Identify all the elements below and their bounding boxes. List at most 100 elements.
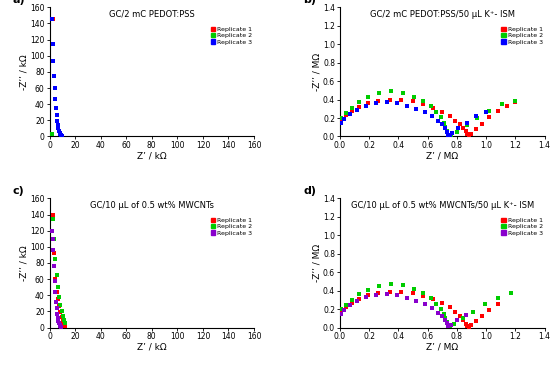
Point (398, 90, 407, 96)
Point (442, 128, 451, 134)
Point (61, 323, 70, 329)
Point (463, 323, 471, 329)
Point (53, 311, 62, 317)
Legend: Replicate 1, Replicate 2, Replicate 3: Replicate 1, Replicate 2, Replicate 3 (501, 26, 543, 45)
Point (52, 299, 60, 305)
Point (385, 289, 394, 294)
Point (480, 301, 489, 307)
Point (353, 107, 362, 113)
Point (482, 109, 491, 114)
Point (458, 317, 467, 323)
Point (442, 319, 451, 325)
Point (54, 125, 63, 131)
Point (54, 318, 63, 324)
Point (58, 318, 67, 324)
Point (485, 114, 493, 120)
Y-axis label: -Z’’ / MΩ: -Z’’ / MΩ (312, 244, 322, 282)
Point (471, 126, 480, 132)
Point (51, 96, 59, 102)
Point (439, 311, 448, 316)
Point (337, 311, 346, 316)
Point (433, 310, 442, 316)
Point (49, 247, 58, 253)
Point (458, 125, 467, 131)
Point (48, 41, 57, 47)
Point (438, 109, 447, 114)
Point (441, 315, 449, 321)
Point (463, 120, 471, 125)
Point (444, 132, 453, 138)
Point (382, 99, 391, 105)
Point (453, 317, 461, 323)
Text: d): d) (303, 186, 316, 196)
Point (442, 320, 451, 326)
Point (337, 120, 346, 125)
Point (48, 236, 57, 242)
Point (445, 304, 454, 310)
Point (439, 120, 448, 125)
Point (447, 322, 455, 328)
X-axis label: Z’ / kΩ: Z’ / kΩ (137, 343, 167, 352)
X-axis label: Z’ / kΩ: Z’ / kΩ (137, 152, 167, 161)
Point (507, 290, 515, 296)
Point (48, 212, 57, 217)
Point (493, 295, 502, 301)
Point (461, 321, 470, 327)
Point (409, 290, 417, 296)
Point (409, 99, 417, 105)
Point (53, 284, 62, 290)
Point (419, 293, 428, 299)
Point (403, 295, 411, 301)
Point (60, 321, 69, 326)
Point (397, 289, 406, 294)
Point (385, 97, 394, 103)
X-axis label: Z’ / MΩ: Z’ / MΩ (426, 152, 458, 161)
Point (375, 90, 384, 96)
Point (511, 99, 520, 105)
Point (433, 118, 442, 124)
Point (458, 315, 467, 321)
Point (340, 307, 349, 313)
Point (438, 314, 447, 319)
Point (342, 302, 350, 308)
Point (347, 105, 356, 111)
Y-axis label: -Z’’ / kΩ: -Z’’ / kΩ (20, 245, 29, 281)
Point (393, 292, 402, 298)
Point (56, 323, 65, 329)
Point (347, 108, 356, 114)
Text: GC/10 μL of 0.5 wt% MWCNTs/50 μL K⁺- ISM: GC/10 μL of 0.5 wt% MWCNTs/50 μL K⁺- ISM (350, 201, 534, 210)
Point (477, 312, 486, 318)
Point (57, 132, 65, 138)
Point (337, 308, 346, 314)
Legend: Replicate 1, Replicate 2, Replicate 3: Replicate 1, Replicate 2, Replicate 3 (210, 26, 253, 45)
Point (411, 106, 420, 112)
Point (372, 100, 381, 106)
Legend: Replicate 1, Replicate 2, Replicate 3: Replicate 1, Replicate 2, Replicate 3 (501, 217, 543, 236)
Point (451, 309, 460, 315)
Point (337, 116, 346, 122)
Point (469, 309, 477, 315)
Point (467, 322, 476, 328)
Point (60, 317, 69, 323)
Point (432, 109, 441, 114)
Point (342, 110, 350, 116)
Point (403, 103, 411, 109)
Point (502, 103, 511, 109)
Point (355, 291, 364, 297)
Point (493, 301, 502, 307)
Point (58, 133, 67, 139)
Point (426, 103, 435, 109)
Text: c): c) (13, 186, 24, 196)
Point (52, 105, 60, 111)
Point (454, 125, 463, 131)
Point (419, 290, 428, 296)
Point (427, 113, 436, 119)
Point (441, 125, 449, 131)
X-axis label: Z’ / MΩ: Z’ / MΩ (426, 343, 458, 352)
Point (436, 306, 445, 312)
Point (442, 129, 451, 135)
Point (441, 317, 449, 323)
Text: b): b) (303, 0, 316, 5)
Point (50, 263, 58, 269)
Point (56, 131, 65, 137)
